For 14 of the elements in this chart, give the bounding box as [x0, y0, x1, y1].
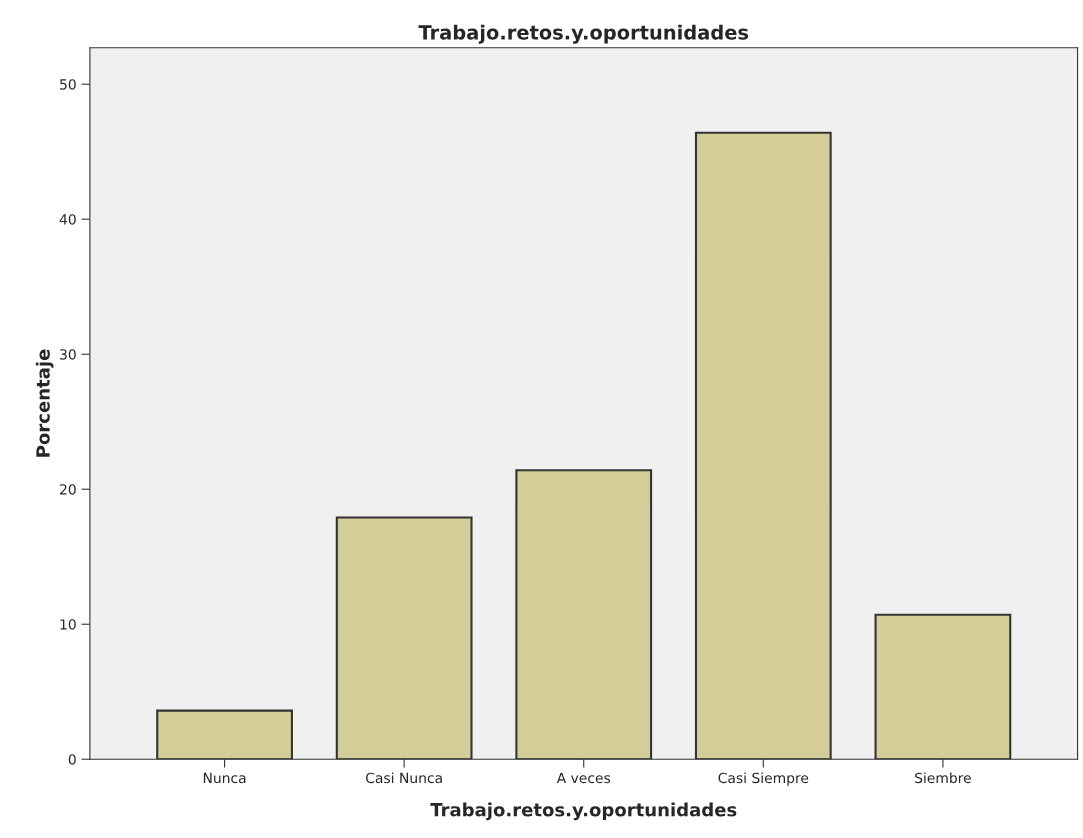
x-tick-label: Casi Siempre — [718, 772, 809, 786]
y-tick-label: 20 — [60, 484, 76, 495]
x-axis-title: Trabajo.retos.y.oportunidades — [430, 802, 737, 821]
x-tick-label: Casi Nunca — [366, 772, 442, 784]
x-tick-label: Siembre — [915, 772, 971, 784]
chart-title: Trabajo.retos.y.oportunidades — [418, 24, 749, 44]
x-tick-label: A veces — [556, 772, 611, 784]
y-tick-label: 0 — [68, 754, 76, 765]
y-axis-title: Porcentaje — [35, 349, 54, 457]
y-tick-label: 50 — [60, 79, 76, 90]
x-tick-label: Nunca — [203, 772, 246, 784]
y-tick-label: 10 — [60, 619, 76, 630]
y-tick-label: 30 — [60, 349, 76, 360]
y-tick-label: 40 — [59, 214, 76, 225]
